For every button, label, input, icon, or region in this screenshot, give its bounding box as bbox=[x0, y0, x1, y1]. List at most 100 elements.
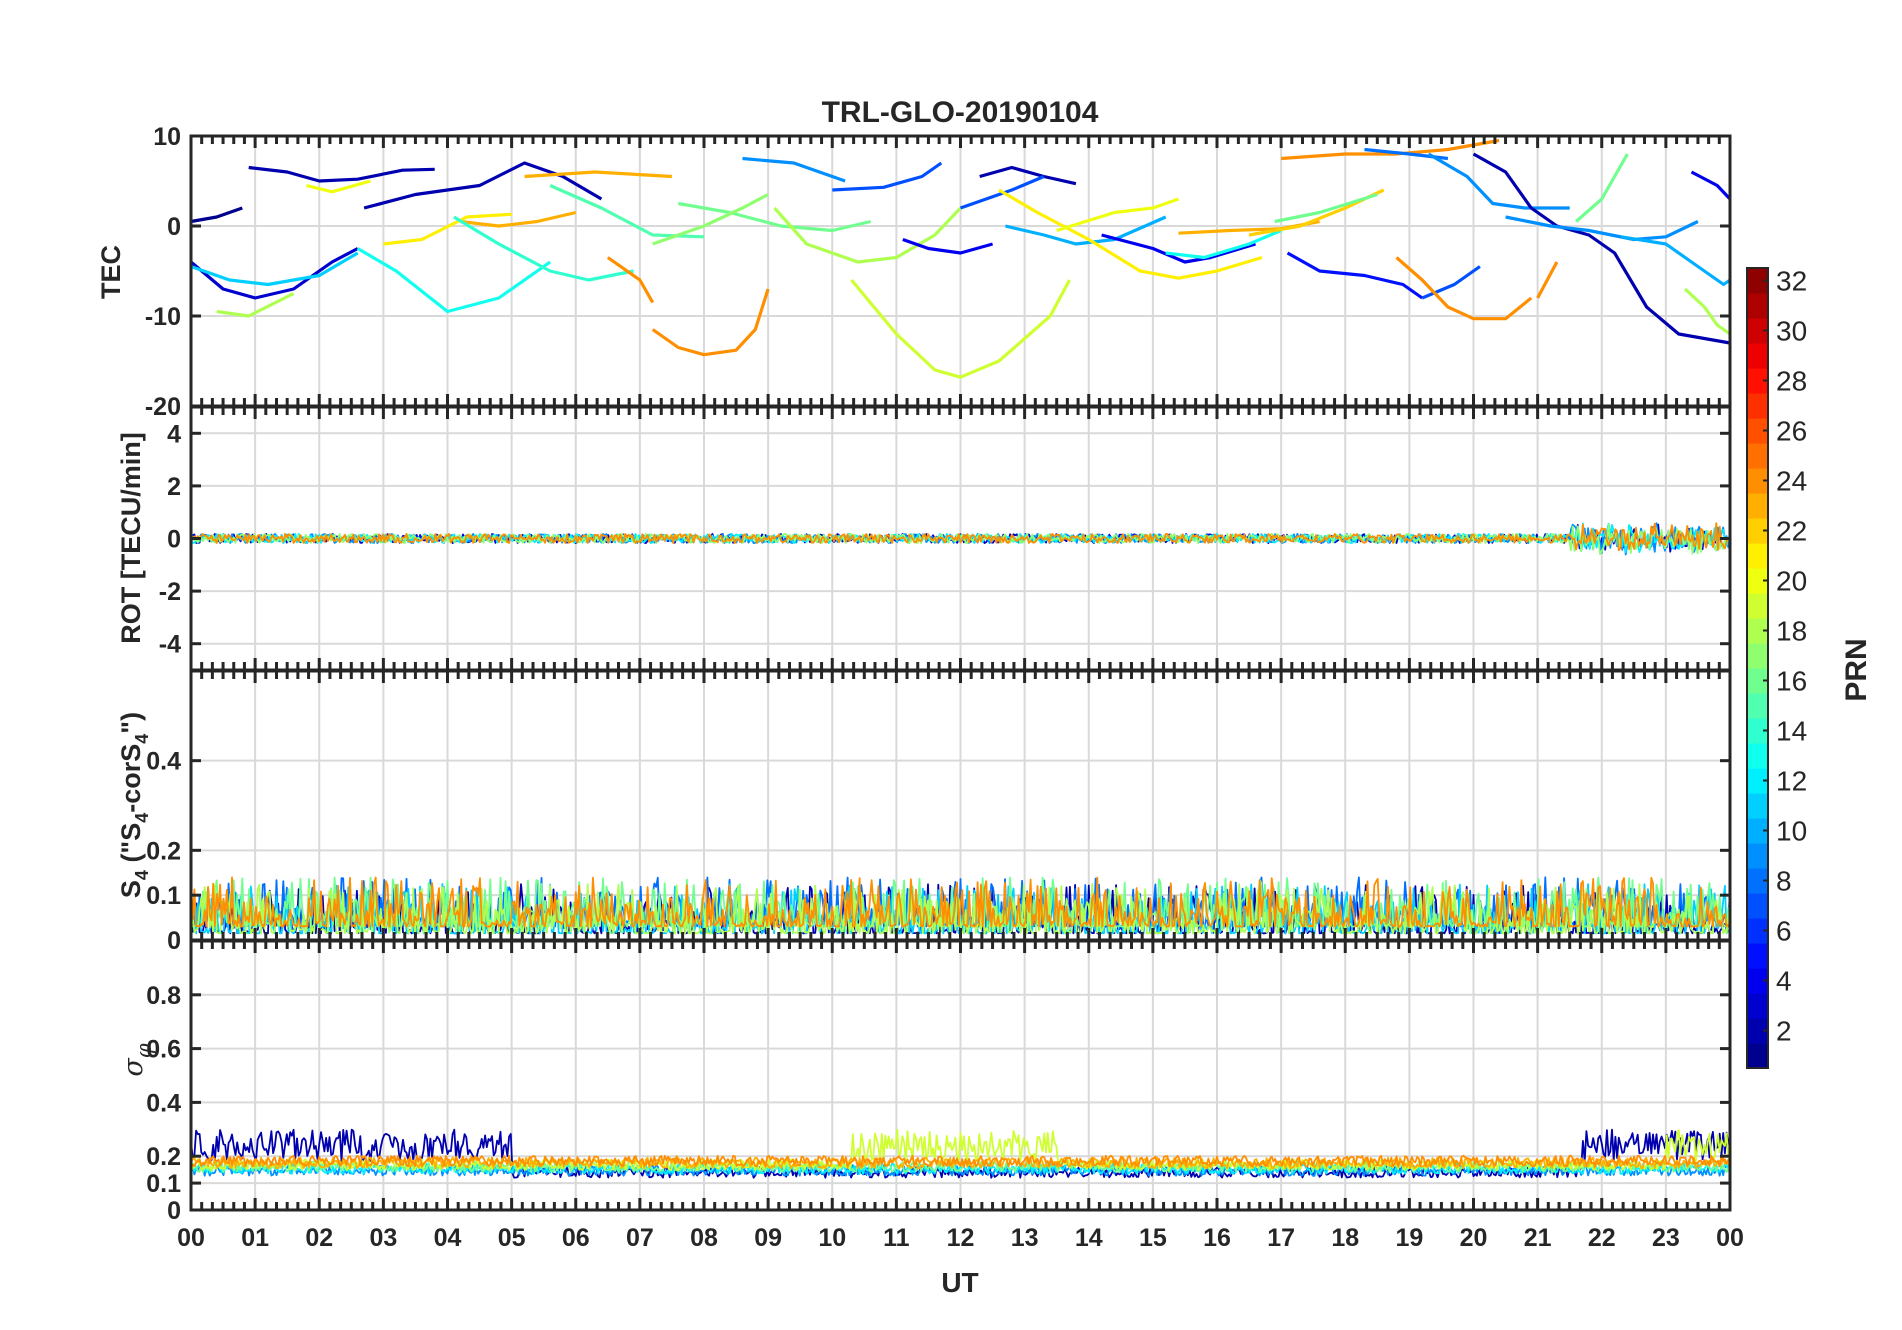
x-tick-label: 12 bbox=[947, 1224, 975, 1252]
colorbar-swatch-prn-16 bbox=[1747, 668, 1768, 694]
colorbar-swatch-prn-8 bbox=[1747, 868, 1768, 894]
x-tick-label: 15 bbox=[1139, 1224, 1167, 1252]
rot-panel: -4 -2 0 2 4 bbox=[159, 405, 1732, 672]
tec-y-tick-label: 0 bbox=[167, 213, 181, 241]
colorbar-swatch-prn-20 bbox=[1747, 568, 1768, 594]
x-tick-label: 13 bbox=[1011, 1224, 1039, 1252]
rot-minor-ticks bbox=[189, 407, 1732, 670]
rot-y-tick-label: -2 bbox=[159, 578, 181, 606]
tec-series-prn-24 bbox=[606, 256, 655, 304]
sigma-minor-ticks bbox=[189, 941, 1732, 1210]
tec-series-prn-19 bbox=[850, 278, 1071, 379]
colorbar-tick-label: 18 bbox=[1776, 616, 1807, 647]
s4-ylabel-text: S4 ("S4-corS4") bbox=[116, 712, 152, 898]
colorbar-frame bbox=[1746, 267, 1769, 1069]
tec-series-prn-23 bbox=[460, 210, 577, 228]
colorbar-swatch-prn-31 bbox=[1747, 293, 1768, 319]
tec-series-prn-4 bbox=[902, 237, 994, 255]
sigma-y-tick-label: 0.1 bbox=[146, 1170, 181, 1198]
x-tick-label: 03 bbox=[369, 1224, 397, 1252]
tec-series-prn-18 bbox=[216, 292, 295, 318]
colorbar-label: PRN bbox=[1840, 638, 1873, 701]
x-tick-label: 08 bbox=[690, 1224, 718, 1252]
colorbar-swatch-prn-2 bbox=[1747, 1018, 1768, 1044]
colorbar-swatch-prn-14 bbox=[1747, 718, 1768, 744]
tec-series-prn-16 bbox=[1274, 192, 1378, 224]
tec-series-prn-2 bbox=[1472, 152, 1731, 345]
colorbar-tick-label: 14 bbox=[1776, 716, 1807, 747]
tec-series-prn-21 bbox=[383, 212, 512, 246]
tec-series-prn-10 bbox=[1620, 235, 1731, 287]
sigma-y-tick-label: 0 bbox=[167, 1197, 181, 1225]
s4-y-tick-label: 0.1 bbox=[146, 882, 181, 910]
tec-series-prn-9 bbox=[742, 156, 846, 183]
tec-series bbox=[189, 138, 1732, 379]
tec-series-prn-14 bbox=[453, 215, 634, 282]
s4-panel: 0 0.1 0.2 0.4 bbox=[146, 669, 1732, 955]
sigma-series-prn-24 bbox=[190, 1154, 1731, 1168]
tec-series-prn-3 bbox=[189, 247, 359, 300]
colorbar-swatch-prn-23 bbox=[1747, 493, 1768, 519]
rot-series-prn-24 bbox=[190, 522, 1731, 552]
colorbar-swatch-prn-29 bbox=[1747, 343, 1768, 369]
tec-series-prn-1 bbox=[190, 206, 243, 224]
rot-y-tick-label: 4 bbox=[167, 420, 181, 448]
x-tick-label: 10 bbox=[818, 1224, 846, 1252]
s4-y-tick-label: 0.4 bbox=[146, 748, 181, 776]
tec-series-prn-7 bbox=[832, 161, 943, 192]
colorbar-swatch-prn-17 bbox=[1747, 643, 1768, 669]
s4-minor-ticks bbox=[189, 671, 1732, 940]
colorbar-swatch-prn-21 bbox=[1747, 543, 1768, 569]
colorbar-tick-label: 28 bbox=[1776, 366, 1807, 397]
rot-series bbox=[190, 522, 1731, 556]
rot-y-tick-label: -4 bbox=[159, 631, 181, 659]
colorbar-swatch-prn-28 bbox=[1747, 368, 1768, 394]
colorbar-swatch-prn-15 bbox=[1747, 693, 1768, 719]
sigma-y-tick-label: 0.4 bbox=[146, 1089, 181, 1117]
colorbar-swatch-prn-19 bbox=[1747, 593, 1768, 619]
colorbar-swatch-prn-9 bbox=[1747, 843, 1768, 869]
x-tick-label: 00 bbox=[177, 1224, 205, 1252]
x-tick-label: 18 bbox=[1331, 1224, 1359, 1252]
colorbar-tick-label: 32 bbox=[1776, 266, 1807, 297]
tec-series-prn-20 bbox=[306, 179, 371, 194]
colorbar-tick-label: 4 bbox=[1776, 966, 1792, 997]
colorbar-swatch-prn-30 bbox=[1747, 318, 1768, 344]
x-tick-label: 09 bbox=[754, 1224, 782, 1252]
colorbar-swatch-prn-3 bbox=[1747, 993, 1768, 1019]
x-tick-label: 00 bbox=[1716, 1224, 1744, 1252]
x-tick-label: 02 bbox=[305, 1224, 333, 1252]
x-axis-label: UT bbox=[941, 1267, 978, 1298]
tec-series-prn-9 bbox=[1427, 152, 1570, 210]
tec-series-prn-13 bbox=[1165, 229, 1282, 260]
x-tick-label: 21 bbox=[1524, 1224, 1552, 1252]
colorbar-tick-label: 22 bbox=[1776, 516, 1807, 547]
y-axis-labels: TEC ROT [TECU/min] S4 ("S4-corS4") σφ bbox=[96, 245, 156, 1077]
colorbar-swatch-prn-5 bbox=[1747, 943, 1768, 969]
colorbar-tick-label: 20 bbox=[1776, 566, 1807, 597]
colorbar-swatch-prn-26 bbox=[1747, 418, 1768, 444]
sigma-series bbox=[190, 1128, 1731, 1179]
chart-title: TRL-GLO-20190104 bbox=[822, 96, 1099, 129]
tec-series-prn-21 bbox=[998, 188, 1263, 280]
colorbar-tick-label: 16 bbox=[1776, 666, 1807, 697]
tec-series-prn-24 bbox=[1536, 261, 1559, 299]
tec-y-tick-label: -20 bbox=[145, 393, 181, 421]
tec-series-prn-9 bbox=[1505, 215, 1699, 242]
sigma-y-tick-label: 0.2 bbox=[146, 1143, 181, 1171]
tec-series-prn-24 bbox=[1395, 256, 1533, 321]
colorbar-swatch-prn-32 bbox=[1747, 268, 1768, 294]
colorbar-swatch-prn-11 bbox=[1747, 793, 1768, 819]
colorbar-swatch-prn-1 bbox=[1747, 1043, 1768, 1069]
tec-series-prn-18 bbox=[1684, 287, 1731, 336]
x-axis-ticks: 00 01 02 03 04 05 06 07 08 09 10 11 12 13 14 15 16 17 18 19… bbox=[177, 1224, 1744, 1252]
x-tick-label: 14 bbox=[1075, 1224, 1103, 1252]
x-tick-label: 11 bbox=[883, 1224, 910, 1252]
colorbar-swatch-prn-4 bbox=[1747, 968, 1768, 994]
colorbar-swatch-prn-27 bbox=[1747, 393, 1768, 419]
sigma-series-prn-16 bbox=[190, 1160, 1731, 1173]
tec-minor-ticks bbox=[189, 136, 1732, 406]
tec-series-prn-20 bbox=[1056, 197, 1180, 233]
